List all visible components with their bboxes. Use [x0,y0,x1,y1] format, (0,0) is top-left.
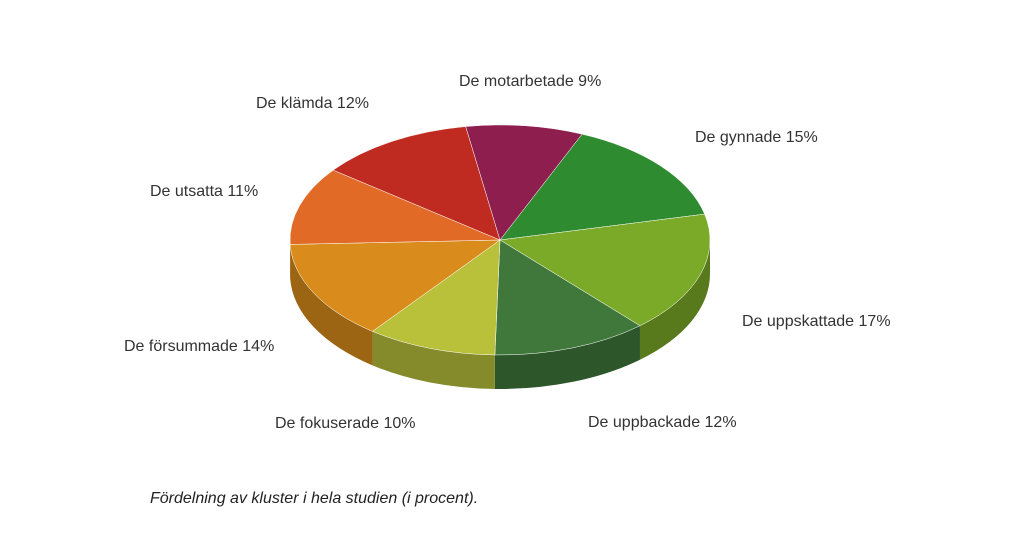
pie-svg [0,0,1024,549]
pie-tops [290,125,710,355]
pie-chart-3d: De gynnade 15%De uppskattade 17%De uppba… [0,0,1024,549]
chart-caption: Fördelning av kluster i hela studien (i … [150,490,478,508]
